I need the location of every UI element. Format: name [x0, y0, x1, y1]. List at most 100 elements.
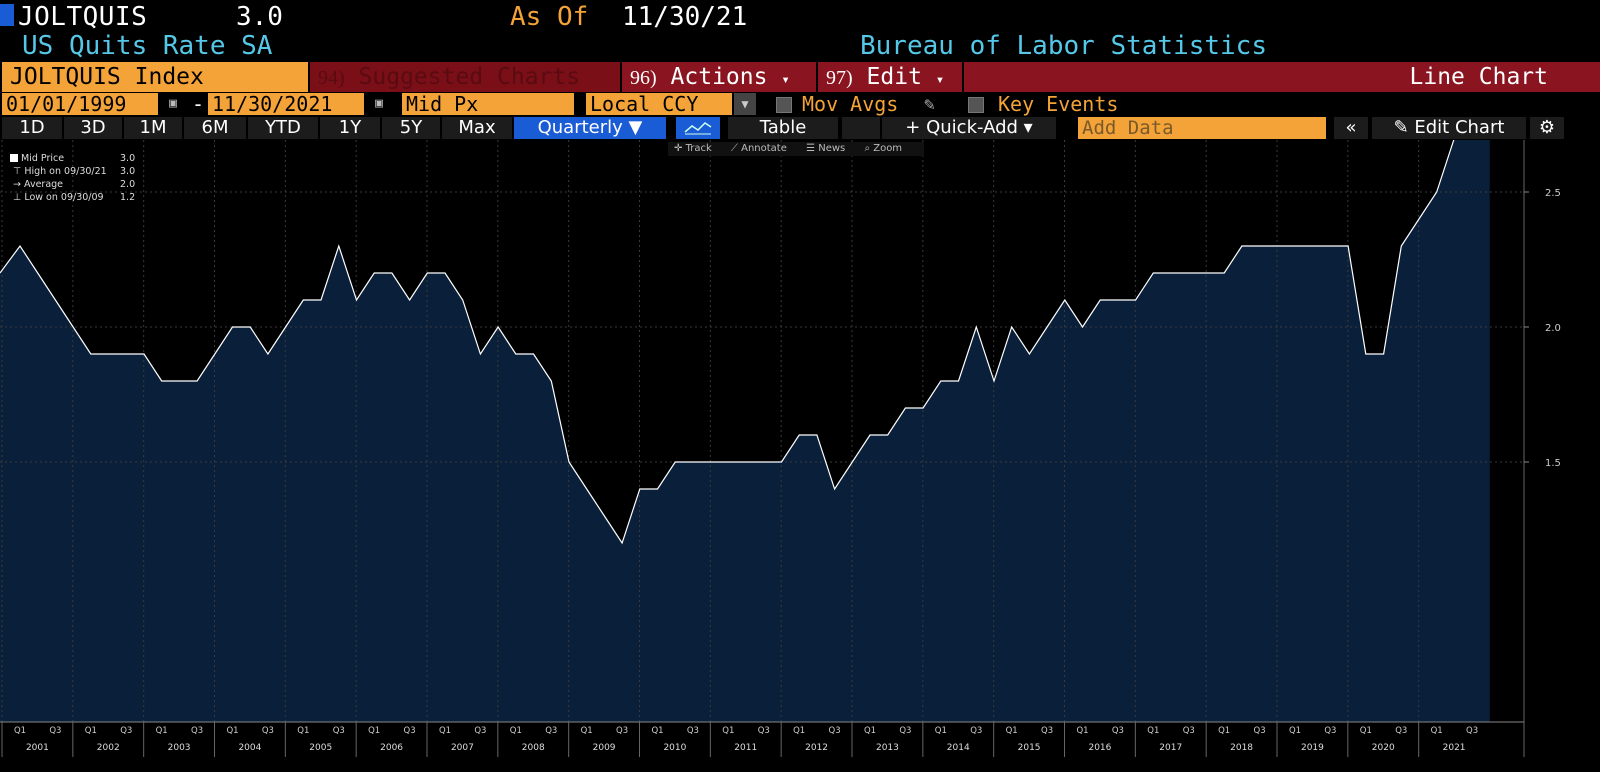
legend-high-value: 3.0	[120, 166, 136, 177]
actions-menu[interactable]: 96) Actions ▾	[622, 62, 816, 92]
collapse-icon[interactable]: «	[1334, 117, 1368, 139]
period-5y-button[interactable]: 5Y	[382, 117, 440, 139]
data-point	[1011, 326, 1013, 328]
legend-high-label: High on 09/30/21	[24, 166, 107, 177]
data-point	[1312, 245, 1314, 247]
data-point	[1294, 245, 1296, 247]
x-quarter-label: Q3	[758, 726, 770, 736]
line-chart-view-icon[interactable]	[676, 117, 720, 139]
x-quarter-label: Q3	[616, 726, 628, 736]
edit-menu[interactable]: 97) Edit ▾	[818, 62, 962, 92]
security-input[interactable]: JOLTQUIS Index	[2, 62, 308, 92]
key-events-checkbox[interactable]	[968, 97, 984, 113]
data-point	[1347, 245, 1349, 247]
x-quarter-label: Q1	[510, 726, 522, 736]
x-quarter-label: Q1	[722, 726, 734, 736]
annotate-label: Annotate	[741, 143, 787, 154]
zoom-tool[interactable]: ⌕ Zoom	[864, 143, 903, 154]
period-6m-button[interactable]: 6M	[184, 117, 246, 139]
data-point	[249, 326, 251, 328]
calendar-icon[interactable]: ▣	[375, 96, 383, 111]
news-tool[interactable]: ☰ News	[806, 143, 846, 154]
end-date-field[interactable]: 11/30/2021	[208, 93, 364, 115]
period-ytd-button[interactable]: YTD	[248, 117, 318, 139]
data-point	[303, 299, 305, 301]
x-year-label: 2001	[26, 743, 49, 753]
field-select[interactable]: Mid Px	[402, 93, 574, 115]
gear-icon[interactable]: ⚙	[1530, 117, 1564, 139]
x-quarter-label: Q3	[120, 726, 132, 736]
x-quarter-label: Q3	[829, 726, 841, 736]
security-header: JOLTQUIS 3.0 As Of 11/30/21 US Quits Rat…	[0, 0, 1600, 62]
data-point	[834, 488, 836, 490]
x-quarter-label: Q1	[226, 726, 238, 736]
period-max-button[interactable]: Max	[442, 117, 512, 139]
data-point	[1029, 353, 1031, 355]
table-view-button[interactable]: Table	[728, 117, 838, 139]
menu-bar: JOLTQUIS Index 94) Suggested Charts 96) …	[0, 62, 1600, 92]
period-1m-button[interactable]: 1M	[124, 117, 182, 139]
frequency-dropdown[interactable]: Quarterly ▼	[514, 117, 666, 139]
period-1y-button[interactable]: 1Y	[320, 117, 380, 139]
x-quarter-label: Q1	[85, 726, 97, 736]
suggested-charts-number: 94)	[318, 67, 345, 89]
period-1d-button[interactable]: 1D	[2, 117, 62, 139]
currency-select[interactable]: Local CCY	[586, 93, 732, 115]
last-price: 3.0	[236, 2, 283, 32]
y-tick-label: 2.0	[1545, 323, 1561, 334]
x-year-label: 2012	[805, 743, 828, 753]
data-source: Bureau of Labor Statistics	[860, 31, 1267, 61]
track-label: Track	[685, 143, 712, 154]
series-area-fill	[0, 140, 1490, 722]
chevron-down-icon[interactable]: ▼	[734, 93, 756, 115]
data-point	[444, 272, 446, 274]
data-point	[232, 326, 234, 328]
x-quarter-label: Q1	[14, 726, 26, 736]
data-point	[426, 272, 428, 274]
add-data-input[interactable]: Add Data	[1078, 117, 1326, 139]
ticker-symbol: JOLTQUIS	[18, 2, 148, 32]
legend-mid-price-label: Mid Price	[21, 153, 65, 164]
series-line	[0, 140, 1455, 545]
x-year-label: 2011	[734, 743, 757, 753]
data-point	[1206, 272, 1208, 274]
data-point	[657, 488, 659, 490]
data-point	[125, 353, 127, 355]
x-quarter-label: Q3	[899, 726, 911, 736]
news-label: News	[818, 143, 846, 154]
period-3d-button[interactable]: 3D	[64, 117, 122, 139]
data-point	[851, 461, 853, 463]
data-point	[975, 326, 977, 328]
mov-avgs-checkbox[interactable]	[776, 97, 792, 113]
data-point	[745, 461, 747, 463]
x-quarter-label: Q1	[935, 726, 947, 736]
start-date-field[interactable]: 01/01/1999	[2, 93, 158, 115]
data-point	[1259, 245, 1261, 247]
x-quarter-label: Q3	[687, 726, 699, 736]
date-separator: -	[192, 92, 205, 116]
x-year-label: 2003	[168, 743, 191, 753]
data-point	[1223, 272, 1225, 274]
x-quarter-label: Q1	[1006, 726, 1018, 736]
x-quarter-label: Q1	[156, 726, 168, 736]
track-tool[interactable]: ✛ Track	[674, 143, 712, 154]
annotate-tool[interactable]: ⟋ Annotate	[730, 143, 787, 154]
chevron-down-icon: ▾	[935, 72, 945, 88]
calendar-icon[interactable]: ▣	[169, 96, 177, 111]
data-point	[356, 299, 358, 301]
price-chart[interactable]: 1.52.02.53.0Q1Q32001Q1Q32002Q1Q32003Q1Q3…	[0, 140, 1600, 757]
data-point	[1170, 272, 1172, 274]
x-year-label: 2005	[309, 743, 332, 753]
x-year-label: 2014	[947, 743, 970, 753]
x-quarter-label: Q1	[1076, 726, 1088, 736]
edit-chart-button[interactable]: ✎ Edit Chart	[1372, 117, 1526, 139]
x-year-label: 2010	[663, 743, 686, 753]
x-quarter-label: Q1	[581, 726, 593, 736]
suggested-charts-menu[interactable]: 94) Suggested Charts	[310, 62, 620, 92]
data-point	[674, 461, 676, 463]
data-point	[692, 461, 694, 463]
quick-add-dropdown[interactable]: + Quick-Add ▾	[882, 117, 1056, 139]
x-quarter-label: Q1	[368, 726, 380, 736]
pencil-icon[interactable]: ✎	[924, 94, 935, 115]
data-point	[887, 434, 889, 436]
